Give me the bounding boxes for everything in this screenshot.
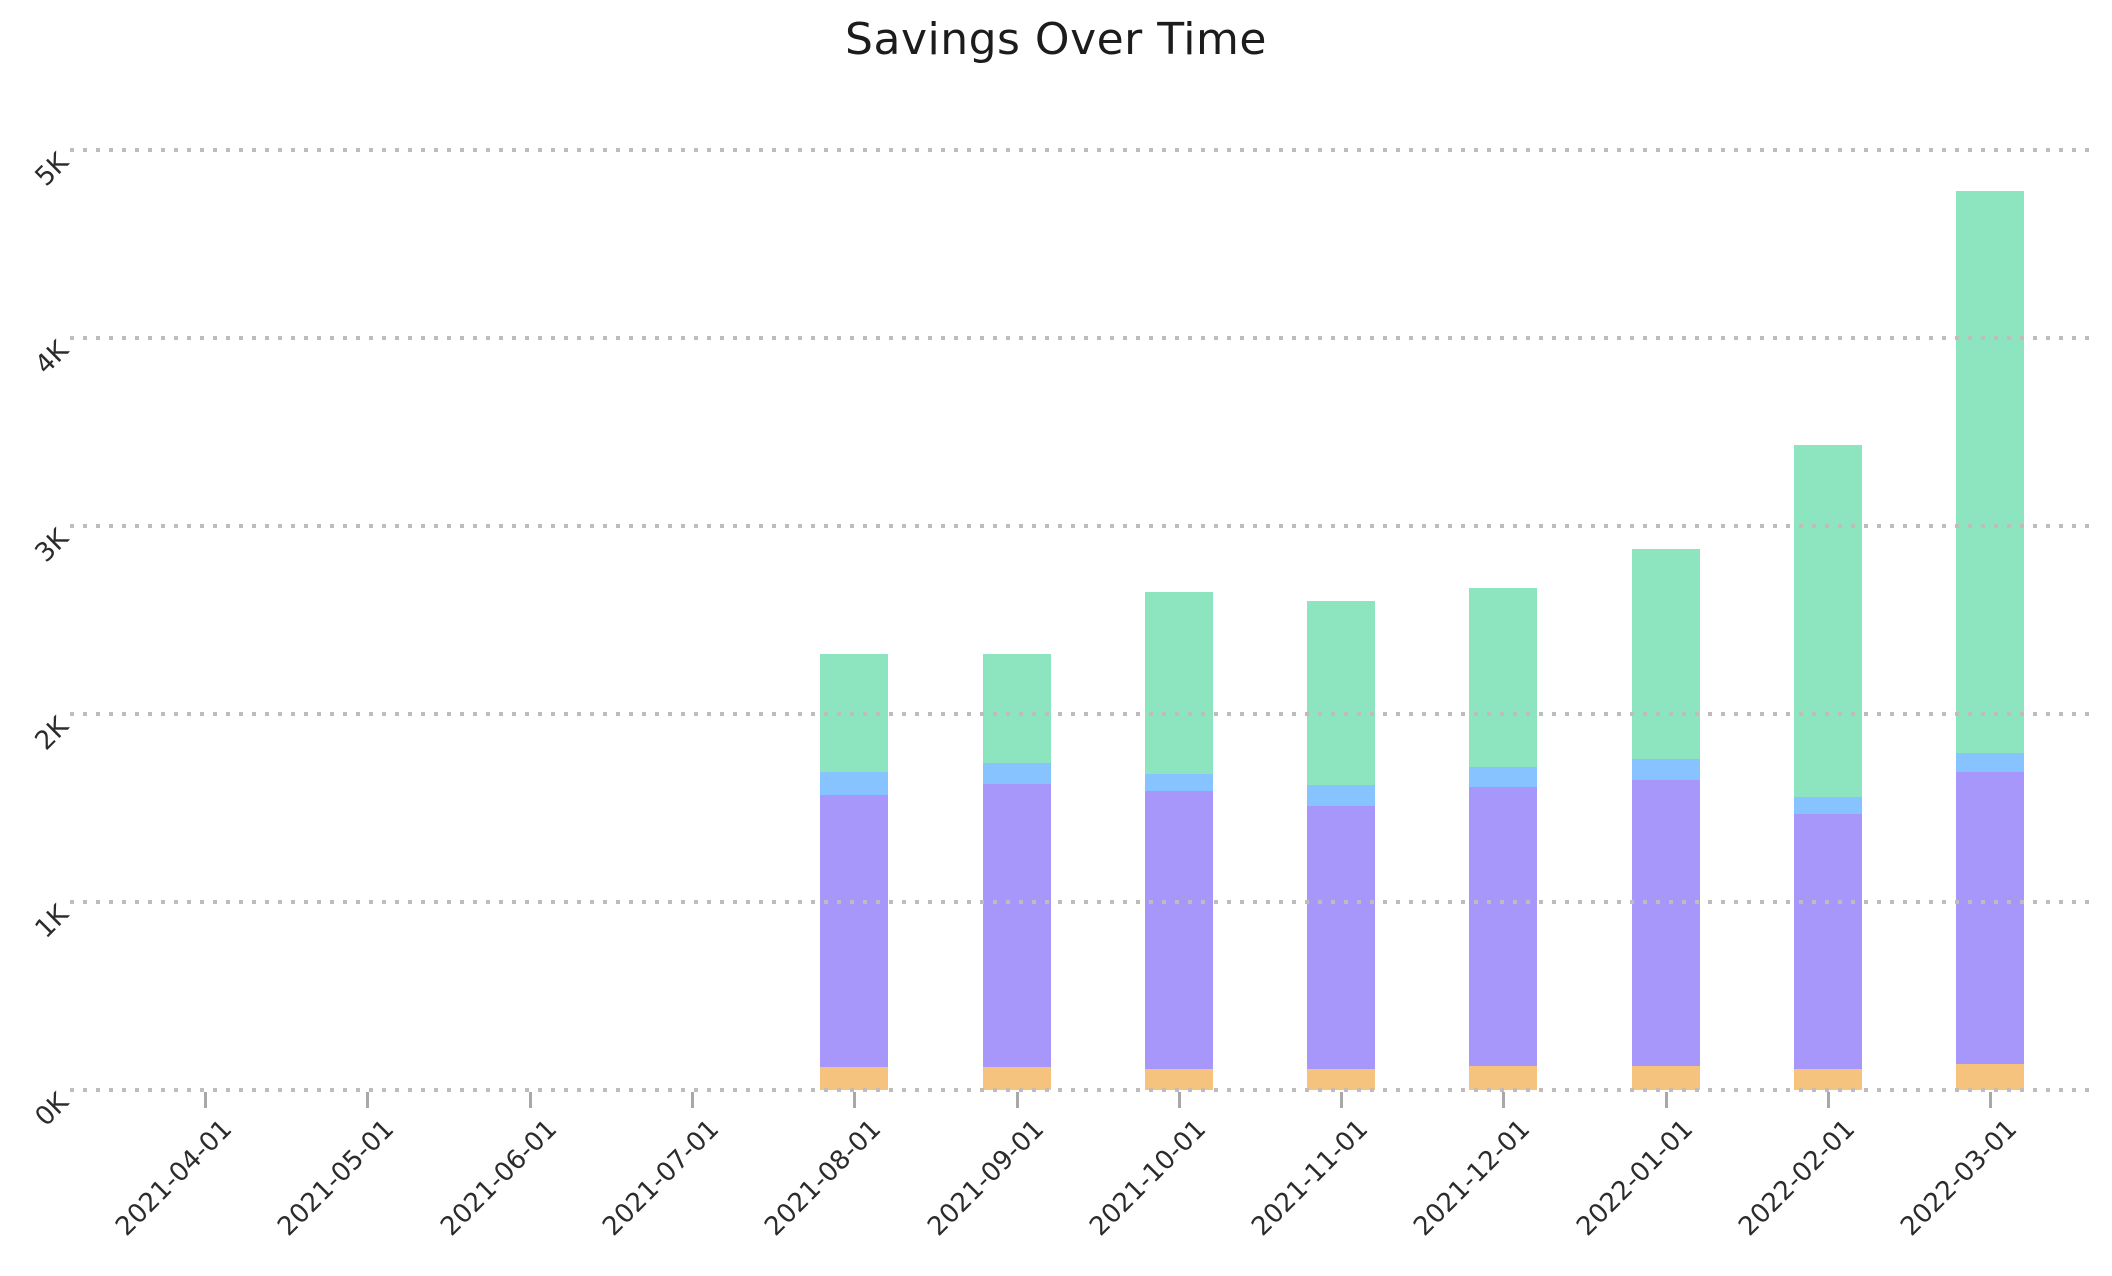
x-axis-tick-mark (366, 1092, 370, 1108)
bar-2021-10-01-segment-blue (1144, 774, 1213, 792)
bar-2022-03-01-segment-orange-bottom (1956, 1063, 2025, 1090)
x-axis-tick-mark (1827, 1092, 1830, 1108)
bar-2021-09-01-segment-orange-bottom (982, 1067, 1051, 1090)
x-axis-tick-mark (1177, 1092, 1181, 1108)
x-axis-tick-mark (204, 1092, 207, 1108)
x-axis-tick-mark (1989, 1092, 1993, 1108)
y-axis-tick-label-3K: 3K (29, 523, 75, 569)
bar-2021-09-01-segment-purple (982, 783, 1051, 1068)
bar-2022-01-01-segment-orange-bottom (1631, 1065, 1700, 1090)
gridline-4K (70, 336, 2097, 340)
bar-2021-11-01-segment-orange-bottom (1307, 1069, 1376, 1090)
bar-2022-02-01-segment-orange-bottom (1794, 1069, 1862, 1090)
x-axis-tick-mark (690, 1092, 694, 1108)
bar-2022-01-01-segment-blue (1631, 759, 1700, 780)
bar-2022-03-01-segment-purple (1956, 772, 2025, 1064)
x-axis-tick-mark (1015, 1092, 1019, 1108)
bar-2022-03-01-segment-blue (1956, 753, 2025, 773)
gridline-3K (70, 524, 2097, 528)
bar-2021-09-01-segment-green-top (982, 653, 1051, 763)
bar-2021-12-01-segment-green-top (1469, 588, 1538, 767)
y-axis-tick-label-5K: 5K (29, 147, 75, 193)
x-axis-tick-mark (1340, 1092, 1344, 1108)
bar-2021-08-01-segment-blue (820, 772, 889, 795)
x-axis-tick-label-2021-04-01: 2021-04-01 (110, 1114, 239, 1243)
y-axis-tick-label-2K: 2K (29, 711, 75, 757)
y-axis-tick-label-4K: 4K (29, 335, 75, 381)
bar-2021-10-01-segment-green-top (1144, 591, 1213, 775)
x-axis-tick-mark (853, 1092, 857, 1108)
bar-2022-02-01-segment-purple (1794, 813, 1862, 1070)
gridline-5K (70, 148, 2097, 152)
x-axis-tick-mark (1502, 1092, 1506, 1108)
gridline-1K (70, 900, 2097, 904)
bar-2022-01-01-segment-purple (1631, 779, 1700, 1066)
bar-2021-12-01-segment-blue (1469, 766, 1538, 788)
gridline-0K (70, 1088, 2097, 1092)
bar-2021-10-01-segment-orange-bottom (1144, 1069, 1213, 1090)
bar-2021-11-01-segment-blue (1307, 785, 1376, 807)
bar-2021-08-01-segment-purple (820, 794, 889, 1068)
bar-2022-03-01-segment-green-top (1956, 191, 2025, 754)
x-axis-tick-mark (528, 1092, 532, 1108)
bar-2021-11-01-segment-green-top (1307, 601, 1376, 786)
bar-2021-08-01-segment-orange-bottom (820, 1067, 889, 1090)
bar-2021-11-01-segment-purple (1307, 806, 1376, 1070)
bar-2021-10-01-segment-purple (1144, 791, 1213, 1070)
bar-2021-12-01-segment-purple (1469, 787, 1538, 1066)
bar-2021-12-01-segment-orange-bottom (1469, 1065, 1538, 1090)
chart-title: Savings Over Time (845, 14, 1267, 65)
bar-2022-02-01-segment-blue (1794, 796, 1862, 814)
x-axis-tick-mark (1664, 1092, 1668, 1108)
gridline-2K (70, 712, 2097, 716)
bar-2021-09-01-segment-blue (982, 762, 1051, 784)
y-axis-tick-label-0K: 0K (29, 1087, 75, 1133)
bar-2022-02-01-segment-green-top (1794, 445, 1862, 797)
bar-2022-01-01-segment-green-top (1631, 548, 1700, 760)
y-axis-tick-label-1K: 1K (29, 899, 75, 945)
